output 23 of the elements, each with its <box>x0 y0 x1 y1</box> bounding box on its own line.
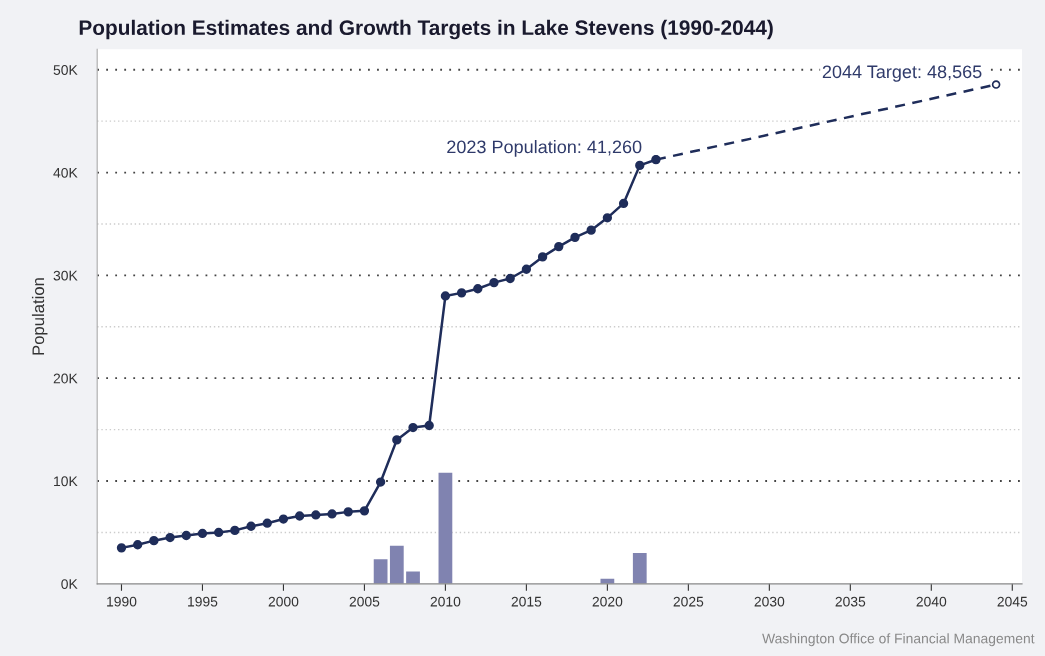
x-tick-label: 1990 <box>107 596 137 607</box>
y-tick-label: 50K <box>53 65 78 75</box>
x-tick-label: 2005 <box>349 596 380 607</box>
annotation: 2023 Population: 41,260 <box>447 140 642 157</box>
y-tick-label: 30K <box>53 270 78 281</box>
x-tick-label: 2020 <box>592 596 623 607</box>
x-tick-label: 2030 <box>754 596 785 607</box>
x-tick-label: 1995 <box>188 596 218 607</box>
x-tick-label: 2045 <box>997 596 1028 607</box>
x-tick-label: 2040 <box>916 596 947 607</box>
y-tick-label: 20K <box>53 373 78 384</box>
x-tick-label: 2015 <box>511 596 542 607</box>
x-tick-label: 2025 <box>673 596 704 607</box>
x-tick-label: 2010 <box>430 596 461 607</box>
y-tick-label: 0K <box>61 579 78 590</box>
text: Washington Office of Financial Management <box>762 633 1035 647</box>
y-tick-label: 40K <box>53 167 78 178</box>
annotation: 2044 Target: 48,565 <box>822 65 982 82</box>
y-tick-label: 10K <box>54 476 78 487</box>
x-tick-label: 2035 <box>835 596 866 607</box>
chart-title: Population Estimates and Growth Targets in Lake Stevens (1990-2044) <box>79 19 773 40</box>
y-axis-title: Population <box>31 278 48 355</box>
x-tick-label: 2000 <box>268 596 299 607</box>
